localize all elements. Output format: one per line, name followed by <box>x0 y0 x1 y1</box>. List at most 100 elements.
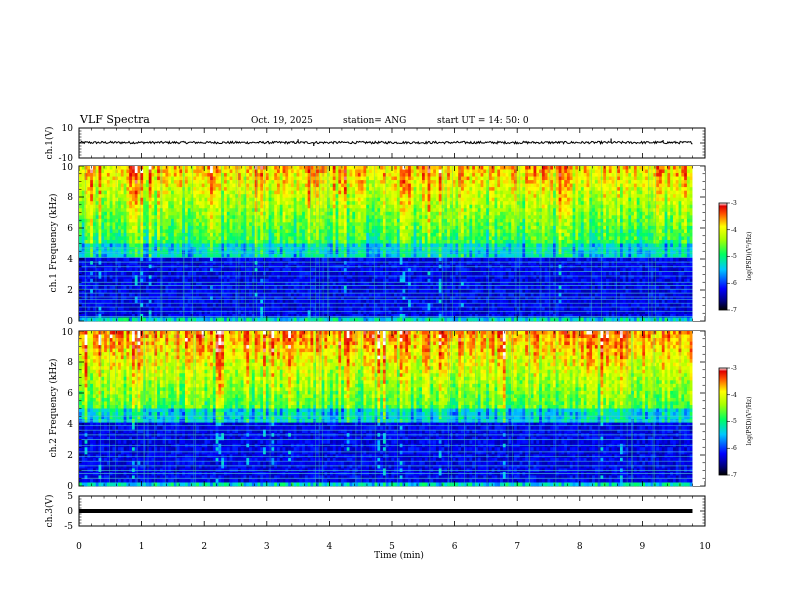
spectrogram-cell <box>483 169 487 174</box>
spectrogram-cell <box>569 211 573 216</box>
spectrogram-cell <box>427 218 431 223</box>
spectrogram-cell <box>380 169 384 174</box>
spectrogram-cell <box>586 208 590 213</box>
spectrogram-cell <box>684 166 688 170</box>
spectrogram-cell <box>274 173 278 177</box>
spectrogram-cell <box>578 183 582 188</box>
spectrogram-cell <box>435 194 440 198</box>
spectrogram-cell <box>642 236 646 241</box>
spectrogram-cell <box>95 232 99 237</box>
spectrogram-cell <box>134 204 138 209</box>
spectrogram-cell <box>257 201 261 206</box>
spectrogram-cell <box>251 194 255 198</box>
spectrogram-cell <box>168 169 172 174</box>
spectrogram-cell <box>307 194 311 198</box>
spectrogram-cell <box>647 166 651 170</box>
spectrogram-cell <box>106 201 110 206</box>
spectrogram-cell <box>212 236 216 241</box>
spectrogram-cell <box>385 197 389 202</box>
spectrogram-cell <box>115 225 119 230</box>
spectrogram-cell <box>480 183 484 188</box>
spectrogram-cell <box>355 222 359 227</box>
spectrogram-cell <box>642 183 646 188</box>
spectrogram-cell <box>310 187 314 191</box>
spectrogram-cell <box>681 187 685 191</box>
spectrogram-cell <box>586 173 590 177</box>
spectrogram-cell <box>271 208 275 213</box>
spectrogram-cell <box>210 180 214 184</box>
spectrogram-cell <box>279 197 283 202</box>
spectrogram-cell <box>419 211 423 216</box>
spectrogram-cell <box>678 225 682 230</box>
spectrogram-cell <box>463 201 467 206</box>
spectrogram-cell <box>296 169 300 174</box>
spectrogram-cell <box>592 211 596 216</box>
spectrogram-cell <box>578 232 582 237</box>
spectrogram-cell <box>232 229 236 234</box>
spectrogram-cell <box>553 218 557 223</box>
spectrogram-cell <box>661 187 665 191</box>
spectrogram-cell <box>508 180 512 184</box>
spectrogram-cell <box>419 236 423 241</box>
spectrogram-cell <box>131 180 136 184</box>
spectrogram-cell <box>647 194 651 198</box>
spectrogram-cell <box>684 215 688 220</box>
spectrogram-cell <box>522 197 526 202</box>
spectrogram-cell <box>212 211 216 216</box>
spectrogram-cell <box>619 232 624 237</box>
spectrogram-cell <box>619 204 624 209</box>
spectrogram-cell <box>90 215 94 220</box>
spectrogram-cell <box>594 194 598 198</box>
spectrogram-cell <box>385 166 389 170</box>
spectrogram-cell <box>357 208 361 213</box>
spectrogram-cell <box>104 180 108 184</box>
spectrogram-cell <box>594 218 598 223</box>
spectrogram-cell <box>349 211 353 216</box>
spectrogram-cell <box>274 176 278 181</box>
spectrogram-cell <box>461 183 465 188</box>
spectrogram-cell <box>463 187 467 191</box>
spectrogram-cell <box>527 239 532 244</box>
spectrogram-cell <box>159 187 163 191</box>
spectrogram-cell <box>483 176 487 181</box>
spectrogram-cell <box>310 201 314 206</box>
spectrogram-cell <box>143 166 147 170</box>
spectrogram-cell <box>396 183 400 188</box>
spectrogram-cell <box>561 201 565 206</box>
spectrogram-cell <box>249 204 253 209</box>
spectrogram-cell <box>455 229 459 234</box>
spectrogram-cell <box>421 194 426 198</box>
spectrogram-cell <box>399 187 403 191</box>
spectrogram-cell <box>95 218 99 223</box>
spectrogram-cell <box>488 239 493 244</box>
spectrogram-cell <box>511 194 515 198</box>
spectrogram-cell <box>118 197 122 202</box>
spectrogram-cell <box>382 236 387 241</box>
spectrogram-cell <box>380 190 384 195</box>
spectrogram-cell <box>313 229 317 234</box>
spectrogram-cell <box>508 201 512 206</box>
spectrogram-cell <box>421 173 426 177</box>
spectrogram-cell <box>396 173 400 177</box>
spectrogram-cell <box>433 166 437 170</box>
spectrogram-cell <box>391 232 395 237</box>
spectrogram-cell <box>81 197 85 202</box>
spectrogram-cell <box>427 204 431 209</box>
spectrogram-cell <box>441 197 445 202</box>
spectrogram-cell <box>249 218 253 223</box>
spectrogram-cell <box>184 204 189 209</box>
spectrogram-cell <box>608 211 612 216</box>
spectrogram-cell <box>369 187 373 191</box>
spectrogram-cell <box>324 236 328 241</box>
spectrogram-cell <box>126 222 130 227</box>
spectrogram-cell <box>500 183 504 188</box>
spectrogram-cell <box>249 197 253 202</box>
spectrogram-cell <box>271 180 275 184</box>
spectrogram-cell <box>84 243 88 248</box>
spectrogram-cell <box>332 229 336 234</box>
spectrogram-cell <box>288 211 292 216</box>
spectrogram-cell <box>229 187 233 191</box>
spectrogram-cell <box>296 180 300 184</box>
spectrogram-cell <box>355 229 359 234</box>
spectrogram-cell <box>84 222 88 227</box>
